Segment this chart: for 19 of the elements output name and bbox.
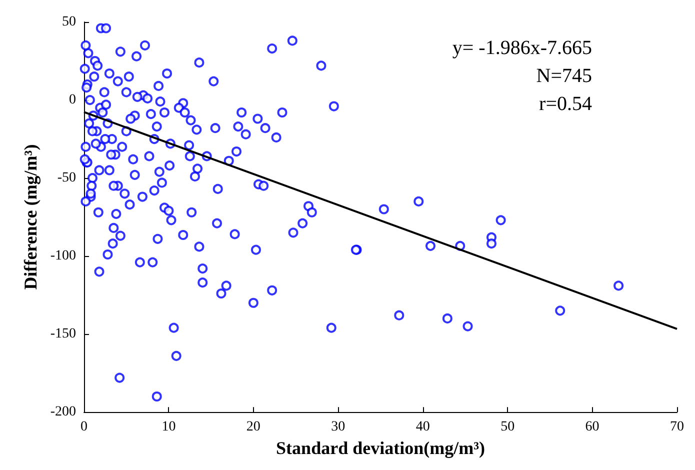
x-tick-label: 50 <box>500 420 515 435</box>
x-tick-label: 20 <box>246 420 260 435</box>
x-tick-label: 30 <box>331 420 346 435</box>
y-tick-label: -100 <box>50 248 76 264</box>
y-tick-label: 0 <box>69 92 76 108</box>
y-tick-label: 50 <box>62 14 76 30</box>
annotation: N=745 <box>536 65 592 87</box>
annotation: r=0.54 <box>539 93 592 115</box>
x-tick-label: 0 <box>80 420 88 435</box>
y-axis-title: Difference (mg/m³) <box>20 144 40 290</box>
y-tick-label: -50 <box>57 170 76 186</box>
y-tick-label: -150 <box>50 326 76 342</box>
x-tick-label: 10 <box>162 420 176 435</box>
y-tick-label: -200 <box>50 404 76 420</box>
x-tick-label: 40 <box>416 420 430 435</box>
x-axis-title: Standard deviation(mg/m³) <box>276 438 485 458</box>
x-tick-label: 70 <box>670 420 684 435</box>
x-tick-label: 60 <box>585 420 600 435</box>
annotation: y= -1.986x-7.665 <box>452 37 592 59</box>
